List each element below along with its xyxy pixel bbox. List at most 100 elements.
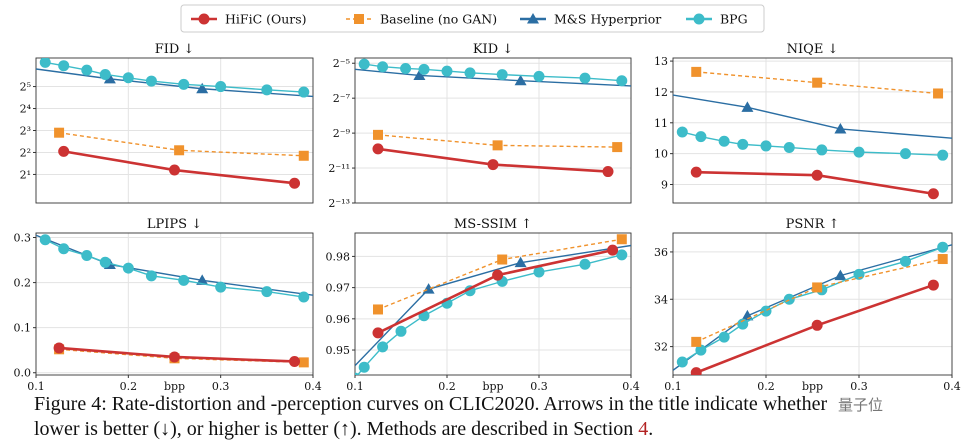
data-point-bpg — [853, 146, 865, 158]
data-point-hific — [811, 319, 823, 331]
data-point-hific — [602, 166, 614, 178]
data-point-hific — [289, 177, 301, 189]
data-point-hific — [58, 145, 70, 157]
data-point-baseline — [812, 77, 823, 88]
series-line-ms — [36, 234, 313, 296]
section-ref-link[interactable]: 4 — [638, 418, 649, 440]
charts: FID ↓ 2¹ 2² 2³ 2⁴ 2⁵ KID ↓ 2⁻⁵ 2⁻⁷ 2⁻⁹ 2⁻¹¹ 2⁻¹³ NIQ… — [14, 42, 961, 393]
data-point-ms — [196, 82, 209, 94]
y-tick-label: 2² — [20, 146, 31, 159]
data-point-ms — [741, 101, 754, 112]
data-point-hific — [289, 355, 301, 367]
data-point-bpg — [579, 72, 591, 84]
x-tick-label: 0.2 — [120, 380, 138, 393]
data-point-hific — [811, 169, 823, 181]
data-point-bpg — [718, 331, 730, 343]
data-point-bpg — [695, 131, 707, 143]
y-tick-label: 2⁻¹¹ — [328, 162, 350, 175]
data-point-bpg — [358, 361, 370, 373]
data-point-bpg — [616, 249, 628, 261]
data-point-bpg — [99, 256, 111, 268]
data-point-hific — [492, 269, 504, 281]
data-point-baseline — [612, 142, 623, 153]
data-point-bpg — [783, 141, 795, 153]
data-point-hific — [607, 244, 619, 256]
caption-line-2-end: . — [648, 418, 654, 440]
data-point-bpg — [355, 372, 360, 375]
y-tick-label: 2⁻⁹ — [333, 127, 351, 140]
data-point-bpg — [533, 70, 545, 82]
series-group — [673, 66, 952, 200]
data-point-baseline — [373, 304, 383, 315]
y-tick-label: 0.3 — [14, 232, 32, 245]
data-point-baseline — [937, 254, 948, 265]
data-point-bpg — [145, 75, 157, 87]
data-point-bpg — [464, 67, 476, 79]
data-point-ms — [413, 69, 426, 80]
y-tick-label: 2³ — [20, 125, 31, 138]
data-point-bpg — [900, 148, 911, 160]
y-tick-label: 2⁻¹³ — [328, 197, 350, 210]
data-point-hific — [372, 143, 384, 155]
series-group — [36, 234, 313, 368]
data-point-bpg — [58, 60, 70, 72]
data-point-ms — [103, 72, 116, 84]
legend-marker — [354, 14, 364, 24]
x-tick-label: 0.3 — [530, 380, 548, 393]
data-point-bpg — [496, 69, 508, 81]
caption-line-2-text: lower is better (↓), or higher is better… — [34, 418, 639, 440]
legend-marker — [527, 13, 539, 24]
data-point-baseline — [298, 150, 309, 161]
y-tick-label: 13 — [654, 55, 668, 68]
data-point-bpg — [533, 266, 545, 278]
series-line-bpg — [364, 63, 622, 82]
series-line-ms — [673, 94, 952, 139]
data-point-ms — [514, 256, 527, 268]
chart-title: PSNR ↑ — [786, 217, 840, 232]
data-point-bpg — [215, 281, 227, 293]
data-point-bpg — [418, 63, 430, 75]
data-point-bpg — [441, 65, 453, 77]
y-tick-label: 0.0 — [14, 367, 32, 380]
data-point-ms — [514, 74, 527, 86]
data-point-ms — [834, 122, 847, 134]
data-point-bpg — [937, 149, 949, 161]
y-tick-label: 0.1 — [14, 322, 32, 335]
legend-label: BPG — [720, 12, 748, 27]
data-point-bpg — [760, 305, 772, 317]
caption-line-2: lower is better (↓), or higher is better… — [34, 417, 970, 442]
series-group — [355, 234, 631, 375]
data-point-bpg — [676, 126, 688, 138]
data-point-bpg — [261, 84, 273, 96]
data-point-bpg — [737, 318, 749, 330]
y-tick-label: 0.95 — [326, 344, 351, 357]
plot-frame — [35, 232, 314, 376]
data-point-bpg — [377, 341, 389, 353]
data-point-bpg — [58, 243, 70, 255]
figure-caption: Figure 4: Rate-distortion and -perceptio… — [34, 392, 970, 442]
data-point-baseline — [54, 127, 65, 138]
legend-label: HiFiC (Ours) — [225, 12, 307, 27]
x-tick-label: 0.1 — [346, 380, 364, 393]
chart-panel-1: FID ↓ 2¹ 2² 2³ 2⁴ 2⁵ — [20, 42, 314, 204]
data-point-ms — [834, 269, 847, 281]
data-point-bpg — [39, 58, 51, 68]
data-point-baseline — [492, 140, 503, 151]
data-point-baseline — [616, 234, 627, 245]
data-point-baseline — [174, 145, 185, 156]
y-tick-label: 2⁵ — [20, 81, 31, 94]
y-tick-label: 36 — [654, 246, 668, 259]
x-axis-label: bpp — [802, 380, 823, 393]
y-tick-label: 0.98 — [326, 250, 351, 263]
series-group — [673, 241, 952, 375]
legend-marker — [693, 13, 705, 25]
y-tick-label: 2⁻⁷ — [333, 92, 351, 105]
chart-title: NIQE ↓ — [787, 42, 839, 57]
data-point-hific — [690, 367, 702, 375]
data-point-bpg — [145, 270, 157, 282]
data-point-bpg — [718, 135, 730, 147]
series-line-bpg — [682, 131, 943, 156]
legend-label: M&S Hyperprior — [554, 12, 661, 27]
chart-title: MS-SSIM ↑ — [454, 217, 532, 232]
